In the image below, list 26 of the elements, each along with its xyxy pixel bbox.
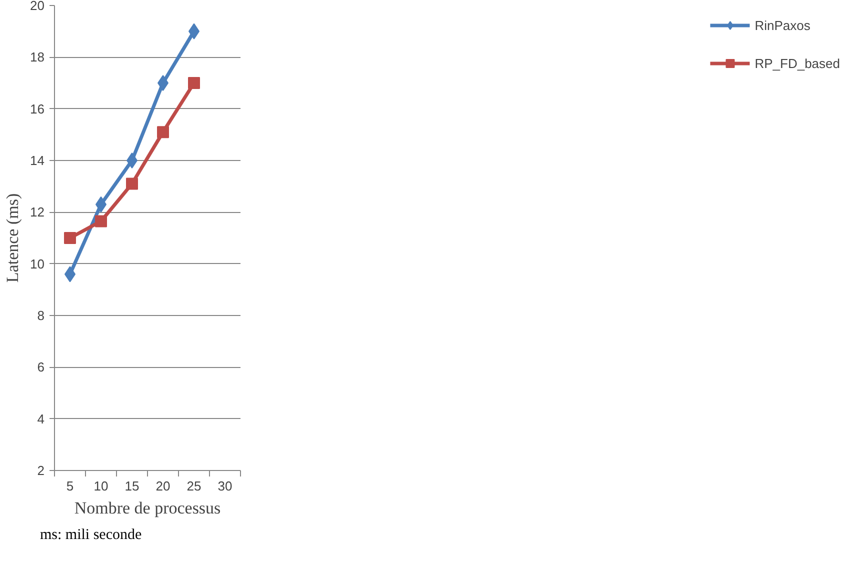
y-tick-label: 18	[30, 50, 45, 65]
y-tick-label: 14	[30, 153, 45, 168]
y-tick-label: 8	[37, 308, 45, 323]
y-tick-label: 6	[37, 360, 45, 375]
point	[64, 232, 76, 244]
y-tick-label: 12	[30, 204, 45, 220]
legend-label: RP_FD_based	[754, 56, 840, 70]
x-tick-label: 20	[156, 478, 170, 494]
point	[157, 126, 169, 138]
y-tick-label: 20	[30, 0, 45, 13]
point	[95, 215, 107, 228]
x-tick-label: 30	[218, 478, 232, 494]
y-tick-label: 10	[30, 256, 45, 272]
point	[188, 77, 200, 89]
y-tick-label: 4	[37, 411, 45, 426]
point	[126, 178, 138, 190]
legend-label: RinPaxos	[754, 18, 810, 32]
x-tick-label: 10	[94, 478, 108, 494]
y-axis-title: Latence (ms)	[3, 193, 22, 283]
text: ms: mili seconde	[40, 526, 142, 545]
y-tick-label: 2	[37, 463, 45, 478]
x-tick-label: 5	[66, 478, 74, 494]
x-tick-label: 25	[186, 478, 202, 494]
x-axis-title: Nombre de processus	[74, 498, 221, 518]
x-tick-label: 15	[124, 478, 140, 494]
y-tick-label: 16	[30, 101, 45, 116]
